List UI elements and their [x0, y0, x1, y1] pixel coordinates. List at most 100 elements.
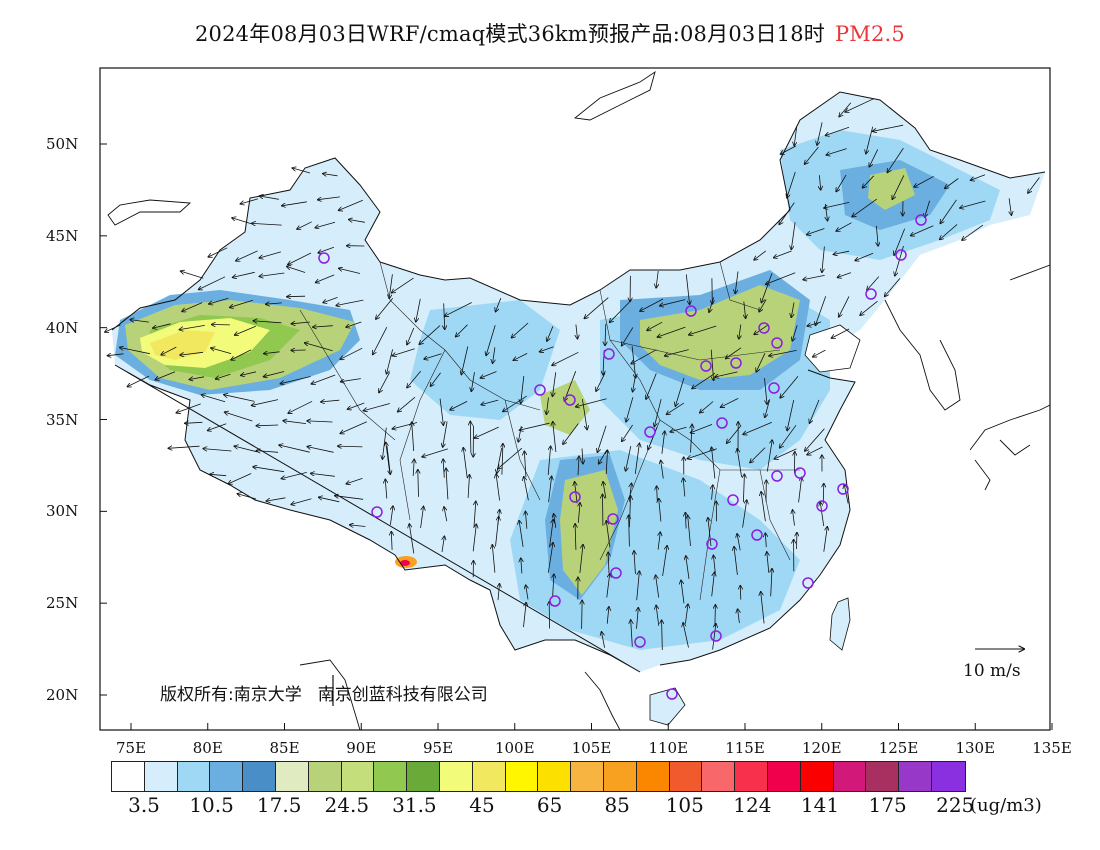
- wind-arrow: [780, 376, 799, 398]
- wind-arrow: [339, 268, 361, 274]
- wind-arrow: [685, 274, 689, 304]
- wind-arrow: [654, 399, 662, 426]
- wind-arrow: [764, 378, 768, 404]
- korea-coast: [884, 299, 961, 411]
- wind-arrow: [392, 277, 414, 293]
- wind-arrow: [210, 474, 227, 475]
- wind-arrow: [633, 375, 636, 391]
- station-marker: [706, 538, 718, 550]
- x-tick-label: 80E: [192, 739, 223, 757]
- wind-arrow: [661, 431, 665, 454]
- wind-arrow: [264, 352, 280, 354]
- wind-arrow: [771, 569, 772, 597]
- wind-arrow: [409, 524, 415, 554]
- colorbar-swatch: [833, 762, 867, 791]
- x-tick-label: 130E: [955, 739, 996, 757]
- wind-arrow: [667, 402, 685, 414]
- station-marker: [549, 595, 561, 607]
- wind-arrow: [203, 449, 232, 452]
- wind-arrow: [225, 412, 253, 422]
- wind-arrow: [373, 327, 388, 354]
- wind-arrow: [445, 302, 472, 317]
- lake-balkhash: [107, 199, 192, 226]
- wind-arrow: [791, 302, 795, 318]
- wind-arrow: [256, 425, 279, 426]
- wind-arrow: [280, 376, 311, 384]
- wind-arrow: [292, 168, 311, 174]
- colorbar-swatch: [735, 762, 768, 791]
- wind-arrow: [761, 492, 766, 522]
- wind-arrow: [683, 623, 689, 648]
- station-marker: [794, 467, 806, 479]
- wind-arrow: [822, 246, 825, 273]
- wind-arrow: [737, 449, 742, 478]
- wind-arrow: [553, 574, 554, 598]
- colorbar-swatch: [144, 762, 178, 791]
- wind-arrow: [431, 372, 441, 386]
- japan-coast: [969, 404, 1050, 491]
- station-marker: [700, 360, 712, 372]
- wind-arrow: [637, 608, 639, 629]
- indochina-coast: [299, 659, 621, 730]
- wind-arrow: [892, 175, 905, 199]
- wind-arrow: [418, 470, 419, 497]
- station-marker: [802, 577, 814, 589]
- wind-arrow: [519, 521, 524, 547]
- wind-arrow: [631, 349, 657, 364]
- wind-arrow: [844, 485, 849, 504]
- wind-arrow: [424, 353, 442, 359]
- colorbar-label: 10.5: [189, 793, 234, 817]
- pm25-zone-lightgreen: [868, 168, 915, 210]
- wind-arrow: [257, 451, 279, 453]
- station-marker: [534, 384, 546, 396]
- x-tick-label: 95E: [422, 739, 454, 757]
- wind-arrow: [807, 321, 822, 326]
- wind-arrow: [582, 448, 583, 464]
- wind-arrow: [810, 399, 820, 423]
- wind-arrow: [252, 399, 279, 406]
- wind-arrow: [525, 512, 527, 529]
- wind-arrow: [185, 422, 203, 423]
- wind-arrow: [596, 372, 606, 391]
- station-marker: [771, 470, 783, 482]
- colorbar-swatch: [112, 762, 145, 791]
- station-marker: [865, 288, 877, 300]
- pm25-hotspot: [400, 560, 410, 566]
- wind-arrow: [576, 398, 607, 407]
- wind-arrow: [597, 425, 607, 453]
- wind-arrow: [481, 399, 499, 405]
- wind-arrow: [168, 446, 200, 448]
- wind-arrow: [474, 426, 499, 438]
- colorbar-label: 225: [936, 793, 975, 817]
- wind-arrow: [575, 524, 576, 550]
- colorbar-swatch: [800, 762, 834, 791]
- wind-arrow: [646, 373, 657, 399]
- wind-arrow: [287, 267, 306, 273]
- wind-arrow: [311, 473, 335, 477]
- wind-arrow: [606, 521, 611, 548]
- wind-arrow: [253, 321, 282, 323]
- wind-arrow: [241, 371, 257, 376]
- wind-arrow: [480, 371, 497, 379]
- wind-arrow: [685, 604, 688, 624]
- colorbar-swatch: [210, 762, 244, 791]
- wind-arrow: [662, 546, 668, 577]
- wind-arrow: [665, 349, 689, 356]
- wind-arrow: [791, 222, 796, 249]
- wind-arrow: [319, 497, 340, 503]
- copyright-label: 版权所有:: [160, 685, 234, 705]
- wind-arrow: [715, 371, 738, 377]
- station-marker: [569, 491, 581, 503]
- wind-arrow: [456, 324, 468, 337]
- wind-arrow: [548, 476, 552, 503]
- station-marker: [564, 394, 576, 406]
- wind-arrow: [283, 421, 307, 424]
- wind-arrow: [852, 198, 878, 217]
- station-marker: [318, 252, 330, 264]
- wind-arrow: [712, 624, 716, 650]
- colorbar-swatch: [636, 762, 670, 791]
- wind-arrow: [318, 246, 335, 253]
- wind-arrow: [553, 422, 557, 453]
- wind-arrow: [691, 424, 713, 432]
- wind-arrow: [318, 196, 340, 200]
